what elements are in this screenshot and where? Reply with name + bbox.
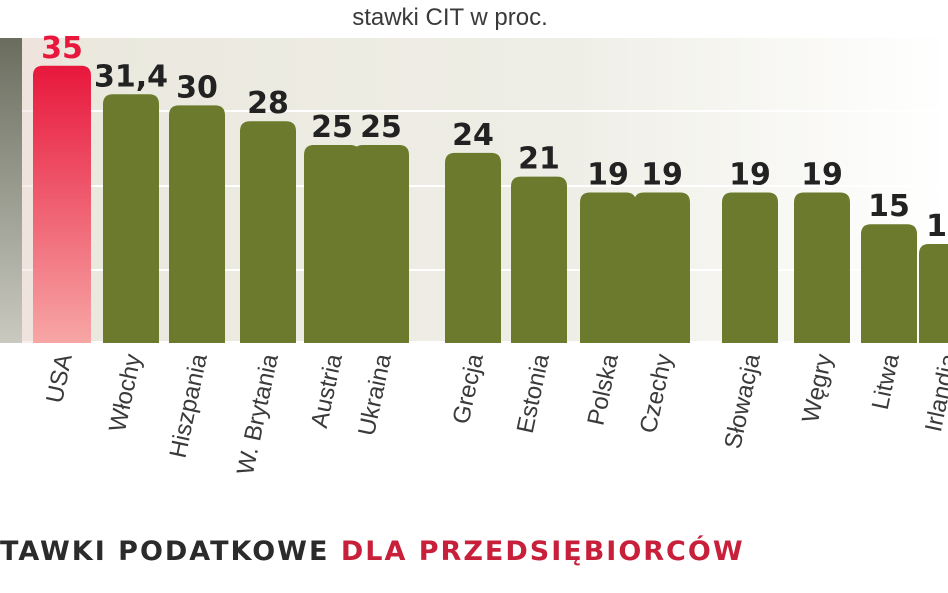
chart-subtitle: stawki CIT w proc. [352, 4, 548, 31]
bar-litwa [861, 224, 917, 343]
category-label: Hiszpania [165, 351, 213, 460]
bar-usa [33, 65, 91, 344]
value-label: 15 [868, 189, 910, 224]
bar-s-owacja [722, 192, 778, 343]
category-labels-group: USA Włochy Hiszpania W. Brytania Austria Ukra… [41, 351, 948, 477]
footer-title: TAWKI PODATKOWE DLA PRZEDSIĘBIORCÓW [0, 536, 745, 567]
footer-title-part1: TAWKI PODATKOWE [0, 536, 330, 567]
category-label: W. Brytania [232, 351, 284, 477]
bar-w-brytania [240, 121, 296, 344]
bar-polska [580, 192, 636, 343]
left-edge-band [0, 38, 22, 343]
footer-title-part2: DLA PRZEDSIĘBIORCÓW [340, 536, 745, 567]
category-label: Austria [306, 351, 348, 430]
category-label: Grecja [448, 351, 489, 426]
value-label: 30 [176, 70, 218, 105]
background-band [0, 38, 948, 110]
value-label: 28 [247, 86, 289, 121]
value-label: 19 [587, 158, 629, 193]
bar-hiszpania [169, 105, 225, 344]
bar-czechy [634, 192, 690, 343]
category-label: Estonia [512, 351, 555, 436]
value-label: 25 [360, 110, 402, 145]
category-label: Słowacja [719, 351, 766, 451]
category-label: Czechy [635, 352, 678, 436]
category-label: Włochy [104, 352, 147, 435]
value-label: 24 [452, 118, 494, 153]
category-label: Irlandia [920, 351, 948, 434]
bar-grecja [445, 152, 501, 343]
bar-austria [304, 145, 360, 343]
category-label: USA [41, 352, 78, 406]
bar-w-gry [794, 192, 850, 343]
category-label: Węgry [797, 352, 838, 425]
value-label: 19 [641, 158, 683, 193]
category-label: Polska [582, 351, 624, 428]
value-label: 19 [801, 158, 843, 193]
bar-w-ochy [103, 94, 159, 343]
bar-ukraina [353, 145, 409, 343]
value-label: 31,4 [94, 59, 168, 94]
value-label: 35 [41, 31, 83, 66]
bar-estonia [511, 176, 567, 343]
value-label: 12 [926, 209, 948, 244]
category-label: Ukraina [353, 351, 397, 438]
value-label: 19 [729, 158, 771, 193]
bar-irlandia [919, 244, 948, 343]
value-label: 21 [518, 142, 560, 177]
bars-group [33, 65, 948, 344]
value-label: 25 [311, 110, 353, 145]
category-label: Litwa [867, 351, 905, 412]
